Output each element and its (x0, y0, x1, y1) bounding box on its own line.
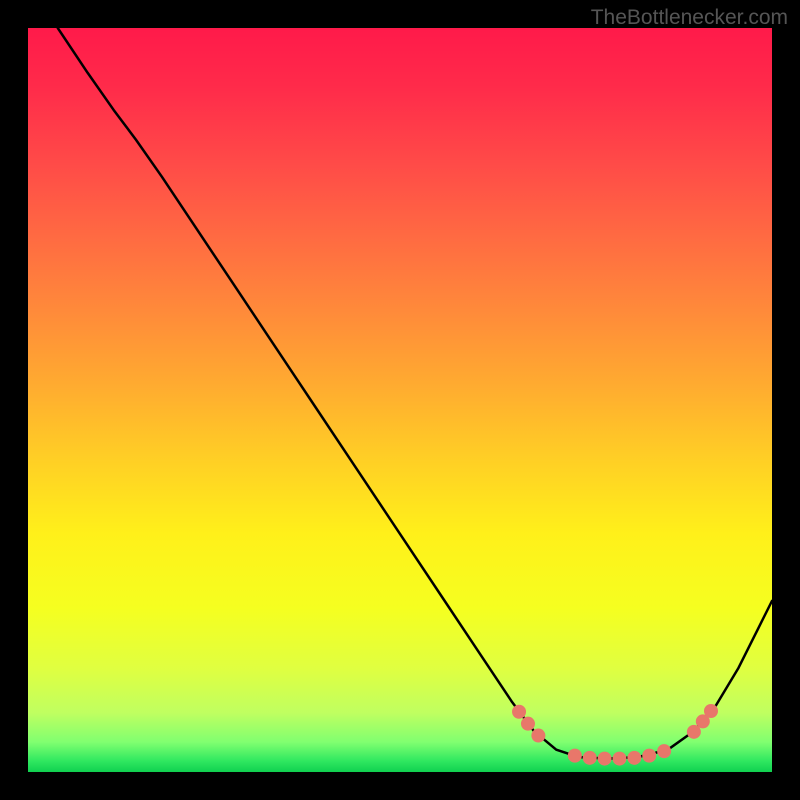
curve-marker (521, 717, 535, 731)
curve-marker (642, 749, 656, 763)
curve-marker (627, 751, 641, 765)
watermark-text: TheBottlenecker.com (591, 6, 788, 30)
curve-marker (512, 705, 526, 719)
curve-marker (583, 751, 597, 765)
chart-curve-layer (28, 28, 772, 772)
curve-marker (531, 729, 545, 743)
bottleneck-curve (58, 28, 772, 759)
curve-marker (612, 752, 626, 766)
curve-marker (657, 744, 671, 758)
curve-marker (704, 704, 718, 718)
curve-marker (568, 749, 582, 763)
curve-marker (598, 752, 612, 766)
chart-plot-area (28, 28, 772, 772)
